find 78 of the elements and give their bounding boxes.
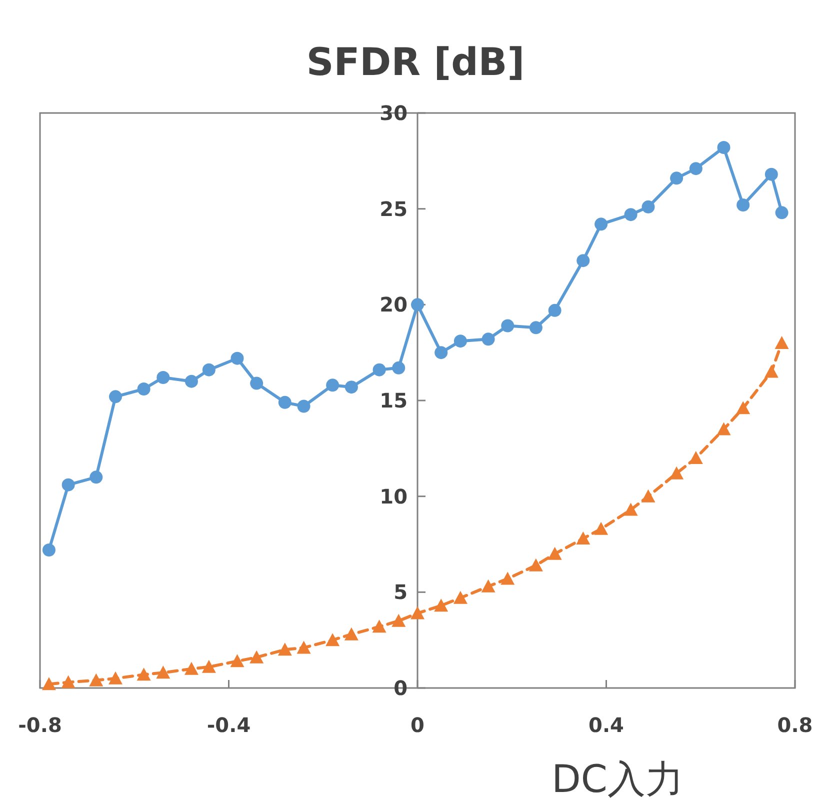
point: [775, 206, 788, 220]
point: [774, 336, 789, 349]
x-tick-label: 0.8: [777, 713, 813, 737]
point: [736, 401, 750, 414]
point: [481, 579, 496, 592]
y-tick-label: 20: [380, 292, 408, 317]
y-tick-label: 25: [380, 196, 408, 221]
point: [42, 544, 56, 556]
point: [624, 208, 638, 222]
x-tick-label: -0.4: [206, 713, 251, 737]
point: [136, 668, 151, 681]
point: [278, 396, 292, 409]
point: [372, 620, 386, 633]
x-axis-title: DC入力: [552, 757, 684, 801]
point: [109, 390, 122, 404]
point: [764, 168, 778, 181]
point: [670, 172, 684, 185]
point: [434, 598, 448, 612]
point: [202, 660, 216, 673]
point: [410, 606, 424, 620]
point: [500, 572, 515, 585]
point: [576, 254, 590, 268]
point: [230, 654, 244, 668]
point: [156, 371, 170, 384]
point: [688, 451, 703, 464]
point: [642, 200, 655, 214]
point: [392, 614, 406, 627]
point: [434, 346, 448, 360]
point: [202, 363, 216, 376]
point: [576, 532, 590, 544]
x-tick-label: 0.4: [588, 713, 624, 737]
point: [641, 489, 656, 502]
point: [278, 642, 292, 656]
point: [670, 466, 684, 480]
point: [482, 332, 495, 346]
chart-title: SFDR [dB]: [306, 40, 525, 84]
point: [689, 162, 702, 176]
point: [454, 334, 467, 348]
point: [528, 558, 543, 572]
point: [230, 352, 244, 365]
point: [184, 662, 198, 675]
point: [326, 633, 340, 646]
point: [501, 319, 514, 332]
point: [250, 376, 264, 390]
point: [716, 422, 731, 436]
point: [156, 666, 170, 679]
x-tick-label: 0: [410, 713, 424, 737]
point: [548, 546, 562, 560]
point: [297, 400, 310, 413]
point: [61, 675, 76, 688]
point: [296, 640, 311, 654]
point: [548, 304, 562, 317]
point: [42, 677, 56, 690]
x-tick-label: -0.8: [18, 713, 62, 737]
point: [250, 650, 264, 664]
point: [529, 321, 542, 334]
y-tick-label: 15: [380, 388, 408, 412]
point: [344, 627, 358, 640]
point: [372, 363, 386, 376]
point: [326, 378, 340, 392]
point: [624, 502, 638, 516]
point: [594, 218, 608, 231]
point: [62, 478, 75, 492]
point: [137, 382, 150, 396]
point: [108, 671, 122, 684]
point: [717, 141, 730, 154]
point: [344, 380, 358, 394]
y-tick-label: 10: [380, 484, 408, 508]
point: [184, 374, 198, 388]
point: [392, 361, 406, 374]
point: [411, 298, 424, 312]
y-tick-label: 5: [394, 580, 408, 604]
point: [453, 590, 468, 604]
point: [89, 673, 104, 686]
point: [90, 470, 103, 484]
point: [764, 364, 778, 378]
point: [736, 198, 750, 212]
point: [594, 522, 608, 535]
